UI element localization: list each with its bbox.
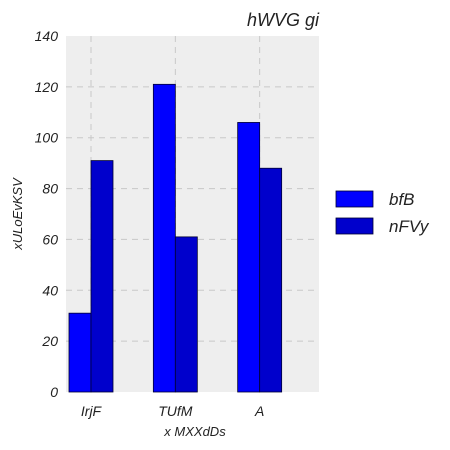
x-tick-label: IrjF xyxy=(81,403,103,419)
y-tick-label: 80 xyxy=(42,181,58,197)
x-tick-label: TUfM xyxy=(158,403,193,419)
legend-label-bfB: bfB xyxy=(389,190,415,209)
legend: bfB nFVy xyxy=(335,190,430,236)
x-axis-ticks: IrjF TUfM A xyxy=(81,403,264,419)
bar-nFVy-TUfM xyxy=(174,236,198,393)
legend-swatch-nFVy xyxy=(335,217,374,235)
y-tick-label: 40 xyxy=(42,282,58,298)
bars xyxy=(68,83,283,393)
bar-bfB-A xyxy=(237,122,261,393)
bar-nFVy-IrjF xyxy=(90,160,114,393)
y-axis-label: xULoEvKSV xyxy=(10,177,25,251)
legend-label-nFVy: nFVy xyxy=(389,217,430,236)
y-tick-label: 0 xyxy=(50,384,58,400)
chart-title: hWVG gi xyxy=(247,10,320,30)
bar-nFVy-A xyxy=(259,167,283,393)
y-tick-label: 20 xyxy=(41,333,58,349)
bar-bfB-TUfM xyxy=(152,83,176,393)
x-axis-label: x MXXdDs xyxy=(163,424,226,439)
y-tick-label: 100 xyxy=(35,130,59,146)
y-axis-ticks: 0 20 40 60 80 100 120 140 xyxy=(35,28,59,400)
y-tick-label: 140 xyxy=(35,28,59,44)
y-tick-label: 60 xyxy=(42,231,58,247)
x-tick-label: A xyxy=(254,403,264,419)
y-tick-label: 120 xyxy=(35,79,59,95)
legend-swatch-bfB xyxy=(335,190,374,208)
bar-bfB-IrjF xyxy=(68,312,92,393)
